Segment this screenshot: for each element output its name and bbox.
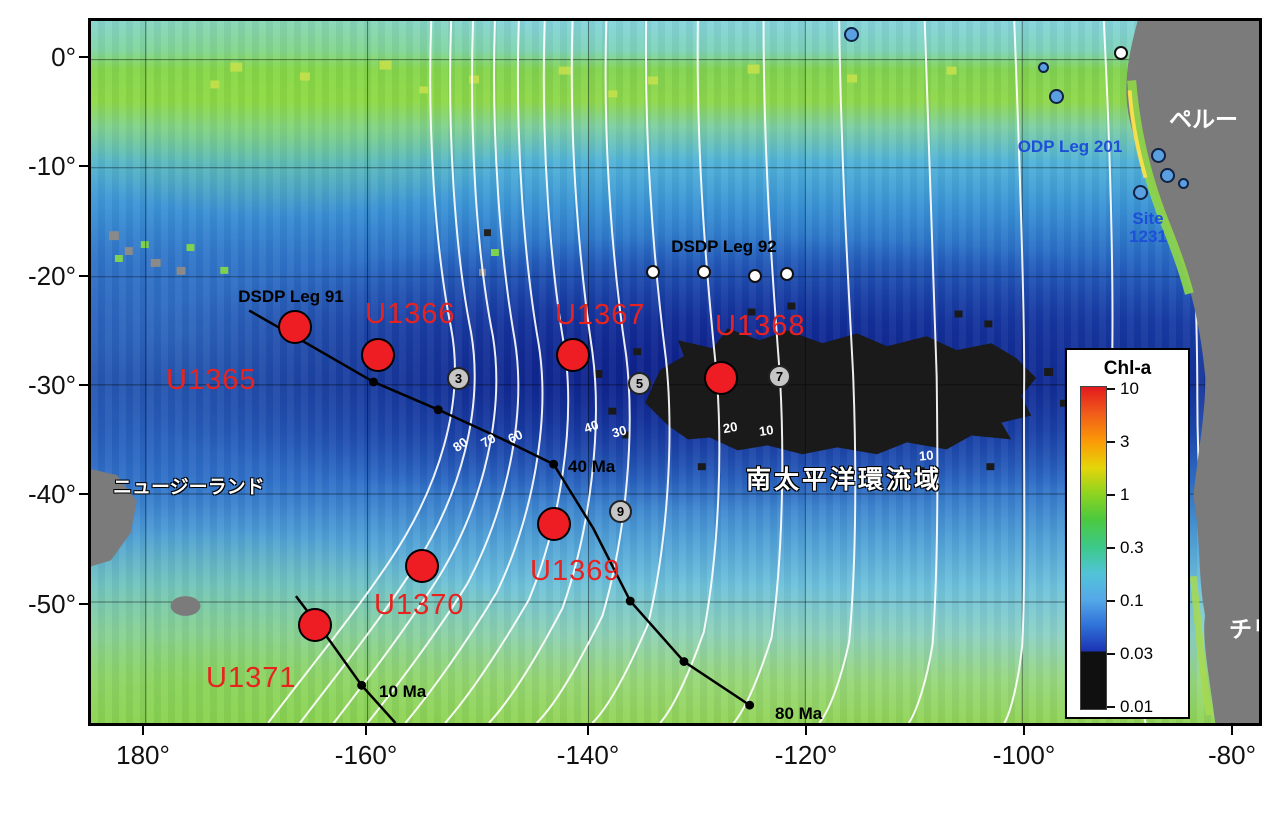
contour-label-10: 10 <box>758 422 775 439</box>
site-label-u1366: U1366 <box>365 298 456 330</box>
y-axis-label: -30° <box>28 370 76 400</box>
odp201-site-marker <box>1133 185 1148 200</box>
legend-tick <box>1107 388 1115 390</box>
x-axis-tick <box>1231 726 1233 735</box>
y-axis-label: -50° <box>28 589 76 619</box>
chlorophyll-speckles <box>210 60 957 98</box>
odp201-site-marker <box>844 27 859 42</box>
chile-label: チリ <box>1229 616 1259 642</box>
legend-tick <box>1107 441 1115 443</box>
site-1231-label-line1: Site <box>1132 209 1164 228</box>
alternate-site-7: 7 <box>768 365 791 388</box>
legend-colorbar <box>1080 386 1107 710</box>
site-label-u1371: U1371 <box>206 662 297 694</box>
x-axis-tick <box>805 726 807 735</box>
y-axis-tick <box>79 384 88 386</box>
site-label-u1369: U1369 <box>530 555 621 587</box>
x-axis-tick <box>142 726 144 735</box>
contour-label-10-east: 10 <box>918 447 935 464</box>
age-10ma-label: 10 Ma <box>379 682 427 701</box>
x-axis-label: -140° <box>556 740 620 770</box>
dsdp92-site-marker <box>697 265 711 279</box>
legend-tick <box>1107 706 1115 708</box>
y-axis-tick <box>79 493 88 495</box>
south-pacific-gyre-label: 南太平洋環流域 <box>745 466 943 494</box>
legend-value: 1 <box>1120 485 1130 504</box>
contour-label-20: 20 <box>721 418 739 437</box>
x-axis-label: -100° <box>992 740 1056 770</box>
site-marker-u1368 <box>704 361 738 395</box>
x-axis-tick <box>1023 726 1025 735</box>
dsdp92-site-marker <box>748 269 762 283</box>
legend-value: 10 <box>1120 379 1139 398</box>
graticule <box>91 21 1259 723</box>
alternate-site-5: 5 <box>628 372 651 395</box>
legend-tick <box>1107 653 1115 655</box>
y-axis-tick <box>79 603 88 605</box>
site-marker-u1366 <box>361 338 395 372</box>
y-axis-tick <box>79 165 88 167</box>
land-new-zealand <box>91 469 201 616</box>
x-axis-label: -120° <box>774 740 838 770</box>
y-axis-tick <box>79 56 88 58</box>
site-marker-u1365 <box>278 310 312 344</box>
legend-tick <box>1107 494 1115 496</box>
y-axis-label: -10° <box>28 151 76 181</box>
legend-title: Chl-a <box>1103 358 1152 379</box>
new-zealand-label: ニュージーランド <box>113 477 265 498</box>
site-label-u1370: U1370 <box>374 589 465 621</box>
dsdp-leg-92-label: DSDP Leg 92 <box>671 237 777 256</box>
dsdp92-site-marker <box>646 265 660 279</box>
site-marker-u1371 <box>298 608 332 642</box>
x-axis-tick <box>365 726 367 735</box>
legend-tick <box>1107 547 1115 549</box>
map-overlay-graphics <box>91 21 1259 723</box>
site-label-u1365: U1365 <box>166 364 257 396</box>
x-axis-label: -80° <box>1208 740 1256 770</box>
legend-value: 0.1 <box>1120 591 1144 610</box>
x-axis-label: 180° <box>116 740 170 770</box>
dsdp-leg-91-label: DSDP Leg 91 <box>238 287 344 306</box>
alternate-site-9: 9 <box>609 500 632 523</box>
chlorophyll-legend: Chl-a 10 3 1 0.3 0.1 0.03 0.01 <box>1065 348 1190 719</box>
odp201-site-marker <box>1160 168 1175 183</box>
y-axis-label: -40° <box>28 479 76 509</box>
odp201-site-marker <box>1151 148 1166 163</box>
site-label-u1368: U1368 <box>715 310 806 342</box>
dsdp92-site-marker <box>780 267 794 281</box>
site-1231-label: Site 1231 <box>1129 210 1167 246</box>
y-axis-label: -20° <box>28 261 76 291</box>
legend-value: 0.03 <box>1120 644 1154 663</box>
legend-tick <box>1107 600 1115 602</box>
alternate-site-3: 3 <box>447 367 470 390</box>
x-axis-label: -160° <box>334 740 398 770</box>
site-1231-label-line2: 1231 <box>1129 226 1167 246</box>
site-marker-u1367 <box>556 338 590 372</box>
y-axis-label: 0° <box>51 42 76 72</box>
site-marker-u1369 <box>537 507 571 541</box>
x-axis-tick <box>587 726 589 735</box>
odp201-site-marker <box>1114 46 1128 60</box>
site-1231-marker <box>1178 178 1189 189</box>
age-40ma-label: 40 Ma <box>568 457 616 476</box>
land-south-america <box>1126 21 1259 723</box>
peru-label: ペルー <box>1169 106 1238 132</box>
legend-value: 0.01 <box>1120 697 1154 716</box>
island-speckles <box>108 229 499 276</box>
low-chlorophyll-patch <box>593 302 1094 477</box>
legend-value: 3 <box>1120 432 1130 451</box>
age-80ma-label: 80 Ma <box>775 704 823 723</box>
odp201-site-marker <box>1038 62 1049 73</box>
odp201-site-marker <box>1049 89 1064 104</box>
odp-leg-201-label: ODP Leg 201 <box>1017 137 1123 156</box>
y-axis-tick <box>79 275 88 277</box>
site-marker-u1370 <box>405 549 439 583</box>
site-label-u1367: U1367 <box>555 299 646 331</box>
legend-value: 0.3 <box>1120 538 1144 557</box>
map-panel: 3 5 7 9 U1365 U1366 U1367 U1368 U1369 U1… <box>88 18 1262 726</box>
